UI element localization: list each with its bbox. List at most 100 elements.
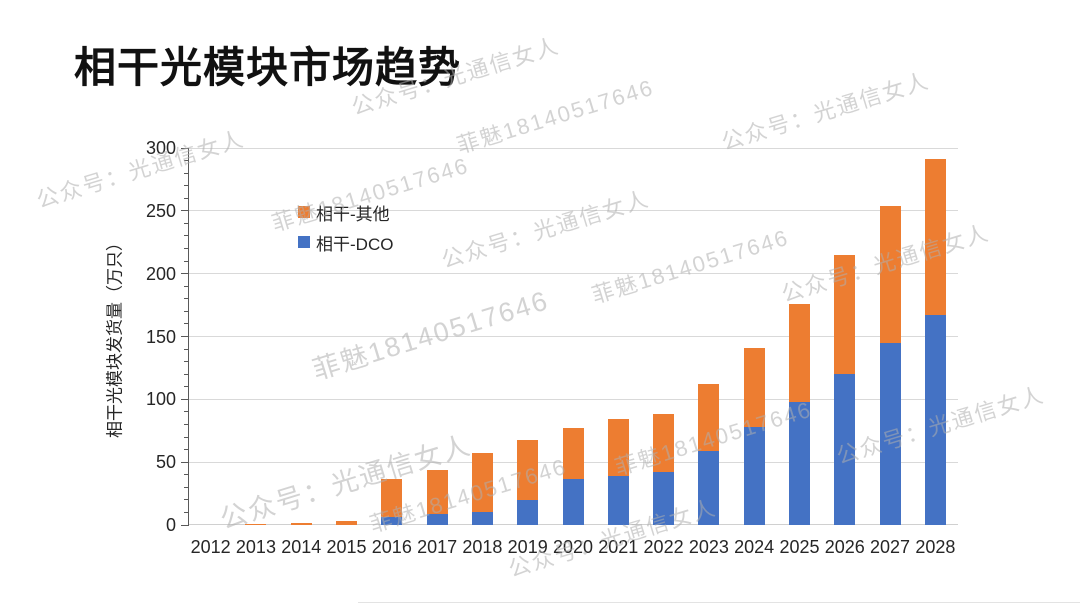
x-tick-label-2022: 2022 [643, 537, 684, 557]
x-tick-label-2025: 2025 [779, 537, 820, 557]
bar-segment-dco-2025 [788, 401, 810, 525]
y-minor-tick-240 [184, 222, 188, 224]
legend-label: 相干-其他 [316, 204, 390, 224]
y-major-tick-50 [181, 461, 188, 463]
legend-swatch-icon [298, 236, 310, 248]
legend-item-相干-DCO: 相干-DCO [298, 227, 393, 257]
y-tick-label-200: 200 [145, 263, 176, 284]
gridline-y-250 [188, 210, 958, 212]
x-tick-label-2012: 2012 [190, 537, 231, 557]
y-minor-tick-290 [184, 160, 188, 162]
y-major-tick-0 [181, 524, 188, 526]
bar-segment-other-2022 [653, 414, 675, 473]
y-minor-tick-280 [184, 172, 188, 174]
y-major-tick-100 [181, 398, 188, 400]
bar-segment-dco-2022 [653, 472, 675, 525]
x-tick-label-2027: 2027 [870, 537, 911, 557]
y-minor-tick-160 [184, 323, 188, 325]
x-tick-label-2021: 2021 [598, 537, 639, 557]
bar-segment-other-2017 [426, 469, 448, 514]
x-tick-label-2018: 2018 [462, 537, 503, 557]
bar-segment-other-2018 [471, 453, 493, 513]
watermark-text-5: 公众号：光通信女人 [718, 67, 933, 155]
bar-segment-dco-2027 [879, 342, 901, 525]
y-minor-tick-20 [184, 499, 188, 501]
bar-segment-dco-2021 [607, 476, 629, 525]
y-minor-tick-90 [184, 411, 188, 413]
bar-segment-dco-2026 [834, 374, 856, 525]
y-axis-line [188, 148, 189, 526]
x-tick-label-2015: 2015 [326, 537, 367, 557]
bar-segment-other-2020 [562, 428, 584, 479]
bar-segment-other-2028 [924, 159, 946, 316]
bar-segment-other-2019 [517, 439, 539, 500]
bar-segment-other-2023 [698, 384, 720, 451]
bar-segment-dco-2023 [698, 450, 720, 525]
y-minor-tick-210 [184, 260, 188, 262]
y-axis-title: 相干光模块发货量（万只） [105, 234, 125, 438]
bar-segment-other-2015 [336, 521, 358, 525]
bar-segment-other-2025 [788, 303, 810, 402]
bar-segment-dco-2016 [381, 517, 403, 525]
x-tick-label-2028: 2028 [915, 537, 956, 557]
gridline-y-200 [188, 273, 958, 275]
x-tick-label-2017: 2017 [417, 537, 458, 557]
gridline-y-100 [188, 398, 958, 400]
y-minor-tick-30 [184, 486, 188, 488]
y-tick-label-300: 300 [145, 138, 176, 158]
chart-legend: 相干-其他相干-DCO [298, 197, 393, 257]
bar-segment-dco-2020 [562, 478, 584, 525]
bar-segment-other-2013 [245, 523, 267, 525]
y-tick-label-50: 50 [155, 452, 176, 473]
bar-segment-dco-2028 [924, 315, 946, 525]
y-minor-tick-270 [184, 185, 188, 187]
x-tick-label-2024: 2024 [734, 537, 775, 557]
x-tick-label-2016: 2016 [371, 537, 412, 557]
y-minor-tick-110 [184, 386, 188, 388]
y-minor-tick-170 [184, 310, 188, 312]
y-minor-tick-220 [184, 248, 188, 250]
bar-segment-other-2027 [879, 205, 901, 343]
bar-segment-dco-2017 [426, 513, 448, 525]
y-major-tick-200 [181, 273, 188, 275]
y-minor-tick-40 [184, 474, 188, 476]
y-minor-tick-10 [184, 511, 188, 513]
y-tick-label-250: 250 [145, 200, 176, 221]
gridline-y-300 [188, 147, 958, 149]
y-minor-tick-60 [184, 449, 188, 451]
bar-segment-other-2024 [743, 347, 765, 427]
legend-swatch-icon [298, 206, 310, 218]
y-minor-tick-130 [184, 361, 188, 363]
x-tick-label-2019: 2019 [507, 537, 548, 557]
chart-title: 相干光模块市场趋势 [74, 44, 462, 91]
bar-segment-other-2016 [381, 478, 403, 518]
legend-label: 相干-DCO [316, 234, 394, 254]
x-tick-label-2020: 2020 [552, 537, 594, 557]
bar-segment-dco-2018 [471, 512, 493, 525]
y-minor-tick-180 [184, 298, 188, 300]
bar-segment-dco-2019 [517, 499, 539, 525]
bottom-divider [358, 602, 1080, 603]
y-major-tick-150 [181, 336, 188, 337]
plot-area [188, 147, 958, 525]
y-minor-tick-230 [184, 235, 188, 237]
x-tick-label-2023: 2023 [688, 537, 729, 557]
x-tick-label-2013: 2013 [235, 537, 276, 557]
bar-segment-dco-2024 [743, 426, 765, 525]
y-tick-label-100: 100 [145, 389, 176, 410]
y-minor-tick-260 [184, 197, 188, 199]
legend-item-相干-其他: 相干-其他 [298, 197, 393, 227]
bar-segment-other-2014 [290, 522, 312, 525]
y-minor-tick-80 [184, 423, 188, 425]
x-tick-label-2014: 2014 [281, 537, 322, 557]
y-major-tick-300 [181, 147, 188, 149]
x-tick-label-2026: 2026 [824, 537, 865, 557]
y-minor-tick-70 [184, 436, 188, 438]
y-tick-label-0: 0 [165, 515, 176, 535]
y-major-tick-250 [181, 210, 188, 212]
y-minor-tick-190 [184, 285, 188, 287]
y-tick-label-150: 150 [145, 326, 176, 347]
bar-segment-other-2026 [834, 254, 856, 375]
y-minor-tick-140 [184, 348, 188, 350]
